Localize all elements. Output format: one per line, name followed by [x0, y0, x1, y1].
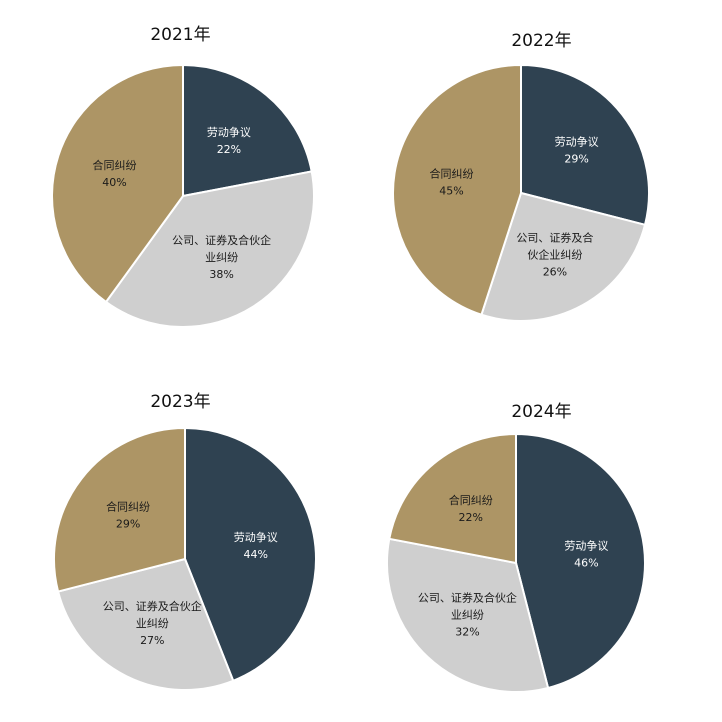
slice-category-label: 公司、证券及合伙企	[172, 233, 271, 247]
pie-slice-contract	[51, 63, 184, 304]
pie-slice-corporate	[56, 557, 235, 691]
chart-title: 2024年	[511, 402, 572, 422]
pie-slice-contract	[388, 432, 517, 565]
slice-value-label: 22%	[459, 511, 483, 524]
slice-category-label: 合同纠纷	[429, 166, 473, 180]
slice-value-label: 29%	[564, 152, 588, 165]
pie-chart-2023: 2023年 劳动争议 44% 公司、证券及合伙企 业纠纷 27% 合同纠纷 29%	[0, 361, 361, 722]
pie-chart-2022: 2022年 劳动争议 29% 公司、证券及合 伙企业纠纷 26% 合同纠纷 45%	[361, 0, 722, 361]
slice-category-label: 劳动争议	[234, 530, 278, 544]
slice-category-label: 劳动争议	[564, 539, 608, 553]
pie-chart-2024: 2024年 劳动争议 46% 公司、证券及合伙企 业纠纷 32% 合同纠纷 22%	[361, 361, 722, 722]
chart-title: 2022年	[511, 31, 572, 51]
chart-title: 2021年	[150, 25, 211, 45]
slice-value-label: 40%	[102, 176, 126, 189]
slice-category-label: 合同纠纷	[92, 158, 136, 172]
pie-slice-labor	[184, 426, 317, 683]
slice-category-label: 业纠纷	[205, 251, 238, 264]
slice-category-label: 合同纠纷	[106, 499, 150, 513]
pie-chart-2021: 2021年 劳动争议 22% 公司、证券及合伙企 业纠纷 38% 合同纠纷 40%	[0, 0, 361, 361]
slice-category-label: 合同纠纷	[449, 493, 493, 507]
pie-slice-contract	[53, 426, 186, 593]
slice-value-label: 38%	[209, 268, 233, 281]
pie-slice-labor	[182, 63, 313, 198]
slice-value-label: 46%	[574, 557, 598, 570]
slice-category-label: 公司、证券及合	[516, 231, 593, 245]
pie-slice-corporate	[480, 191, 647, 322]
pie-slice-labor	[520, 63, 650, 227]
slice-value-label: 44%	[244, 548, 268, 561]
slice-value-label: 45%	[439, 184, 463, 197]
slice-category-label: 公司、证券及合伙企	[103, 599, 202, 613]
slice-value-label: 29%	[116, 517, 140, 530]
slice-value-label: 22%	[217, 143, 241, 156]
slice-value-label: 27%	[140, 634, 164, 647]
pie-slice-corporate	[104, 170, 315, 328]
slice-category-label: 业纠纷	[136, 617, 169, 630]
pie-slice-corporate	[386, 537, 550, 693]
slice-category-label: 公司、证券及合伙企	[418, 591, 517, 605]
pie-slice-contract	[392, 63, 522, 316]
slice-category-label: 劳动争议	[555, 134, 599, 148]
slice-value-label: 26%	[543, 266, 567, 279]
pie-slice-labor	[515, 432, 646, 690]
slice-category-label: 业纠纷	[451, 609, 484, 622]
slice-value-label: 32%	[455, 626, 479, 639]
slice-category-label: 劳动争议	[207, 125, 251, 139]
slice-category-label: 伙企业纠纷	[527, 248, 582, 262]
chart-title: 2023年	[150, 392, 211, 412]
